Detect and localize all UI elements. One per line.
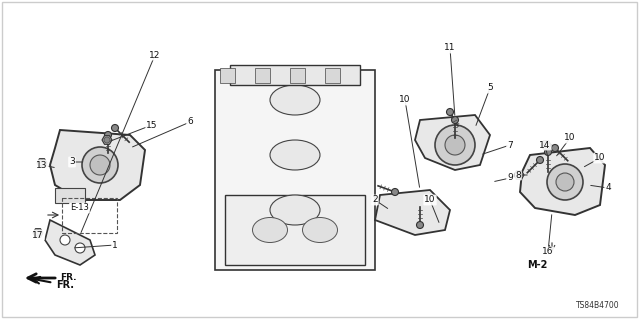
- Polygon shape: [375, 190, 450, 235]
- Text: 17: 17: [32, 231, 44, 240]
- Circle shape: [60, 235, 70, 245]
- Text: 16: 16: [542, 248, 554, 256]
- Text: TS84B4700: TS84B4700: [577, 300, 620, 309]
- Polygon shape: [415, 115, 490, 170]
- Bar: [220, 68, 235, 83]
- Text: 6: 6: [187, 117, 193, 127]
- Bar: [62, 198, 117, 233]
- Circle shape: [552, 145, 559, 152]
- Circle shape: [536, 157, 543, 164]
- Text: FR.: FR.: [60, 273, 77, 283]
- Text: 8: 8: [515, 170, 521, 180]
- Polygon shape: [541, 141, 551, 149]
- Bar: [215, 70, 375, 270]
- Polygon shape: [37, 159, 47, 167]
- Text: 10: 10: [424, 196, 436, 204]
- Polygon shape: [514, 171, 524, 179]
- Bar: [255, 68, 270, 83]
- Text: 10: 10: [399, 95, 411, 105]
- Text: 9: 9: [507, 174, 513, 182]
- Circle shape: [451, 116, 458, 123]
- Bar: [290, 68, 305, 83]
- Circle shape: [39, 160, 45, 166]
- Circle shape: [104, 137, 110, 143]
- Text: 11: 11: [444, 43, 456, 53]
- Polygon shape: [33, 229, 43, 237]
- Circle shape: [543, 142, 549, 148]
- Bar: [230, 65, 360, 85]
- Circle shape: [392, 189, 399, 196]
- Ellipse shape: [270, 195, 320, 225]
- Circle shape: [82, 147, 118, 183]
- Text: 5: 5: [487, 84, 493, 93]
- Text: 4: 4: [605, 183, 611, 192]
- Text: 2: 2: [372, 196, 378, 204]
- Text: 12: 12: [149, 50, 161, 60]
- Text: 1: 1: [112, 241, 118, 249]
- Text: M-2: M-2: [527, 260, 547, 270]
- Circle shape: [516, 172, 522, 178]
- Bar: [225, 195, 365, 265]
- Circle shape: [547, 164, 583, 200]
- Ellipse shape: [270, 85, 320, 115]
- Circle shape: [35, 230, 41, 236]
- Circle shape: [75, 243, 85, 253]
- Ellipse shape: [253, 218, 287, 242]
- Ellipse shape: [303, 218, 337, 242]
- Circle shape: [435, 125, 475, 165]
- Polygon shape: [45, 220, 95, 265]
- Circle shape: [111, 124, 118, 131]
- Circle shape: [104, 131, 111, 138]
- Text: 15: 15: [147, 121, 157, 130]
- Text: 10: 10: [595, 153, 605, 162]
- Text: 10: 10: [564, 133, 576, 143]
- Text: 7: 7: [507, 140, 513, 150]
- Text: 13: 13: [36, 160, 48, 169]
- Bar: [55, 188, 85, 203]
- Circle shape: [556, 173, 574, 191]
- Circle shape: [417, 221, 424, 228]
- Circle shape: [90, 155, 110, 175]
- Bar: [325, 68, 340, 83]
- Ellipse shape: [270, 140, 320, 170]
- Circle shape: [545, 149, 552, 155]
- Polygon shape: [102, 136, 112, 144]
- Polygon shape: [50, 130, 145, 200]
- Text: 3: 3: [69, 158, 75, 167]
- Circle shape: [445, 135, 465, 155]
- Polygon shape: [520, 148, 605, 215]
- Text: 14: 14: [540, 140, 550, 150]
- Circle shape: [447, 108, 454, 115]
- Text: E-13: E-13: [70, 204, 89, 212]
- Text: FR.: FR.: [33, 277, 74, 290]
